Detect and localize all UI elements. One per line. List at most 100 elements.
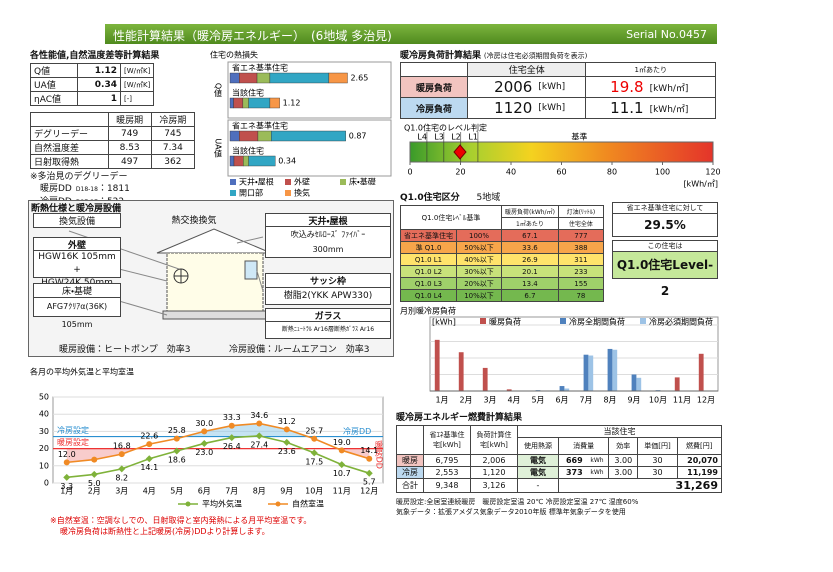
value-label: 22.6 bbox=[140, 432, 158, 441]
point bbox=[173, 447, 181, 455]
total-label: 0.34 bbox=[278, 157, 296, 166]
level-label: L1 bbox=[468, 133, 478, 142]
value-label: 5.0 bbox=[88, 479, 101, 488]
row: 暖房 6,795 2,006 電気 669 kWh 3.00 30 20,070 bbox=[396, 454, 723, 467]
unit: [kWh/㎡] bbox=[683, 180, 718, 189]
row: 冷房 2,553 1,120 電気 373 kWh 3.00 30 11,199 bbox=[396, 466, 723, 479]
bar bbox=[458, 352, 464, 391]
value-label: 3.3 bbox=[60, 482, 73, 491]
legend-swatch bbox=[340, 179, 346, 185]
x-tick-label: 20 bbox=[455, 168, 465, 177]
bar-segment bbox=[328, 72, 348, 84]
column-header: 暖房負荷(kWh/㎡) bbox=[501, 205, 559, 218]
value-label: 23.0 bbox=[195, 448, 213, 457]
note: (冷房は住宅必須期間負荷を表示) bbox=[483, 52, 588, 60]
value-label: 25.8 bbox=[168, 426, 186, 435]
legend-swatch bbox=[560, 318, 566, 324]
x-tick-label: 9月 bbox=[280, 487, 293, 496]
label: 床・基礎 bbox=[33, 283, 121, 298]
x-tick-label: 6月 bbox=[198, 487, 211, 496]
x-tick-label: 120 bbox=[705, 168, 720, 177]
point bbox=[283, 426, 290, 433]
point bbox=[283, 438, 291, 446]
unit: [kWh/㎡] bbox=[646, 97, 716, 119]
column-header: Q1.0住宅ﾚﾍﾞﾙ基準 bbox=[400, 205, 502, 230]
header-row: 暖房期 冷房期 bbox=[30, 112, 196, 127]
cell: 冷房 bbox=[396, 466, 424, 479]
value: 熱交換換気 bbox=[171, 216, 217, 226]
plot-area bbox=[429, 316, 719, 392]
column-header: 灯油(ﾘｯﾄﾙ) bbox=[557, 205, 604, 218]
legend-label: 自然室温 bbox=[292, 499, 324, 509]
unit: [kWh] bbox=[535, 97, 587, 119]
value: 2006 bbox=[467, 76, 536, 98]
bar bbox=[583, 354, 589, 391]
bar-segment bbox=[242, 97, 249, 109]
point bbox=[338, 461, 346, 469]
series-line bbox=[66, 422, 370, 464]
x-tick-label: 80 bbox=[607, 168, 617, 177]
x-tick-label: 4月 bbox=[507, 396, 520, 405]
value: 1 bbox=[77, 91, 121, 106]
row: 日射取得熱 497 362 bbox=[30, 154, 196, 169]
column-header: 当該住宅 bbox=[516, 425, 723, 438]
value: 749 bbox=[107, 126, 152, 141]
x-tick-label: 1月 bbox=[435, 396, 448, 405]
kerosene: 155 bbox=[557, 277, 604, 290]
legend-label: 床・基礎 bbox=[349, 177, 376, 187]
performance-values: Q値 1.12 [W/㎡K] UA値 0.34 [W/㎡K] ηAC値 1 [-] bbox=[30, 63, 155, 106]
legend-swatch bbox=[480, 318, 486, 324]
energy-footer: 暖房設定:全居室連続暖房 暖房設定室温 20℃ 冷房設定室温 27℃ 湿度60%… bbox=[396, 497, 722, 517]
bar-segment bbox=[233, 155, 244, 167]
cell: 373 bbox=[557, 466, 586, 479]
section-title: 各性能値,自然温度差等計算結果 bbox=[30, 51, 160, 61]
note: ※自然室温：空調なしでの、日射取得と室内発熱による月平均室温です。 bbox=[50, 516, 312, 525]
level-result: Q1.0住宅Level- 2 bbox=[612, 252, 718, 298]
cooling-dd-area bbox=[66, 423, 370, 437]
header-row: 省ｴﾈ基準住宅[kWh] 負荷計算住宅[kWh] 当該住宅 bbox=[396, 425, 723, 455]
value-label: 17.5 bbox=[305, 457, 323, 466]
point bbox=[200, 439, 208, 447]
bar bbox=[482, 367, 488, 391]
label: 換気設備 bbox=[33, 213, 121, 228]
x-tick-label: 40 bbox=[506, 168, 516, 177]
serial: Serial No.0457 bbox=[626, 28, 707, 41]
caption: 省エネ基準住宅に対して bbox=[612, 202, 718, 214]
bar bbox=[636, 377, 642, 391]
annotation: 冷房DD bbox=[343, 426, 371, 436]
level: 省エネ基準住宅 bbox=[400, 229, 457, 242]
bar bbox=[588, 355, 594, 391]
corner bbox=[396, 425, 424, 455]
q1: Q1.0住宅区分 5地域 Q1.0住宅ﾚﾍﾞﾙ基準 暖房負荷(kWh/㎡) 灯油(ﾘ… bbox=[400, 190, 610, 302]
value: 0.34 bbox=[77, 77, 121, 92]
legend-label: 外壁 bbox=[294, 177, 310, 187]
value-label: 33.3 bbox=[223, 413, 241, 422]
chart-title: 各月の平均外気温と平均室温 bbox=[30, 367, 134, 377]
bar bbox=[612, 349, 618, 391]
cooling-equipment: 冷房設備：ルームエアコン 効率3 bbox=[229, 345, 370, 355]
point bbox=[311, 435, 318, 442]
bar-segment bbox=[229, 72, 240, 84]
label: Q値 bbox=[30, 63, 78, 78]
cell: kWh bbox=[585, 454, 610, 467]
kerosene: 777 bbox=[557, 229, 604, 242]
ratio: 40%以下 bbox=[456, 253, 502, 266]
value: 樹脂2(YKK APW330) bbox=[265, 287, 391, 305]
load: 33.6 bbox=[501, 241, 559, 254]
value: HGW16K 105mm +HGW24K 50mm bbox=[33, 250, 121, 288]
column-header: 燃費[円] bbox=[676, 437, 723, 455]
bar bbox=[698, 353, 704, 391]
row: 準 Q1.0 50%以下 33.6 388 bbox=[400, 241, 604, 254]
column-header: 1㎡あたり bbox=[585, 62, 716, 77]
kerosene: 233 bbox=[557, 265, 604, 278]
x-tick-label: 11月 bbox=[333, 487, 351, 496]
ratio: 30%以下 bbox=[456, 265, 502, 278]
dd-row: 暖房DD D18-18：1811 bbox=[30, 183, 200, 196]
total-label: 0.87 bbox=[349, 132, 367, 141]
bar-segment bbox=[271, 130, 346, 142]
legend-label: 天井・屋根 bbox=[239, 177, 274, 187]
row: UA値 0.34 [W/㎡K] bbox=[30, 77, 155, 92]
point bbox=[146, 441, 153, 448]
bar-segment bbox=[239, 72, 258, 84]
